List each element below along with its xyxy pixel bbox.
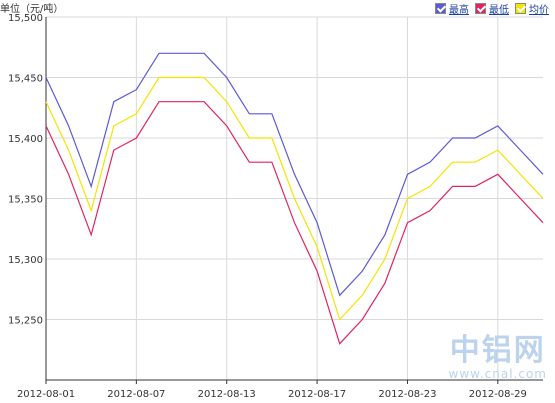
y-unit-label: 单位（元/吨）	[0, 4, 64, 15]
legend: 最高 最低 均价	[435, 1, 549, 16]
y-tick-label: 15,250	[8, 316, 43, 327]
legend-label-high[interactable]: 最高	[449, 5, 469, 16]
y-tick-label: 15,300	[8, 255, 43, 266]
x-tick-label: 2012-08-07	[107, 389, 165, 400]
legend-item-low[interactable]: 最低	[475, 1, 509, 16]
x-tick-label: 2012-08-01	[17, 389, 75, 400]
checkbox-icon[interactable]	[435, 3, 446, 14]
x-tick-label: 2012-08-29	[469, 389, 527, 400]
legend-label-low[interactable]: 最低	[489, 5, 509, 16]
series-line-high	[45, 52, 544, 297]
checkbox-icon[interactable]	[515, 3, 526, 14]
legend-item-average[interactable]: 均价	[515, 1, 549, 16]
checkbox-icon[interactable]	[475, 3, 486, 14]
y-tick-label: 15,500	[8, 13, 43, 24]
series-line-average	[45, 76, 544, 321]
y-tick-label: 15,400	[8, 134, 43, 145]
y-tick-label: 15,350	[8, 195, 43, 206]
x-tick-label: 2012-08-13	[198, 389, 256, 400]
x-tick-label: 2012-08-17	[288, 389, 346, 400]
legend-item-high[interactable]: 最高	[435, 1, 469, 16]
y-tick-label: 15,450	[8, 74, 43, 85]
x-tick-label: 2012-08-23	[378, 389, 436, 400]
legend-label-average[interactable]: 均价	[529, 5, 549, 16]
series-line-low	[45, 101, 544, 345]
